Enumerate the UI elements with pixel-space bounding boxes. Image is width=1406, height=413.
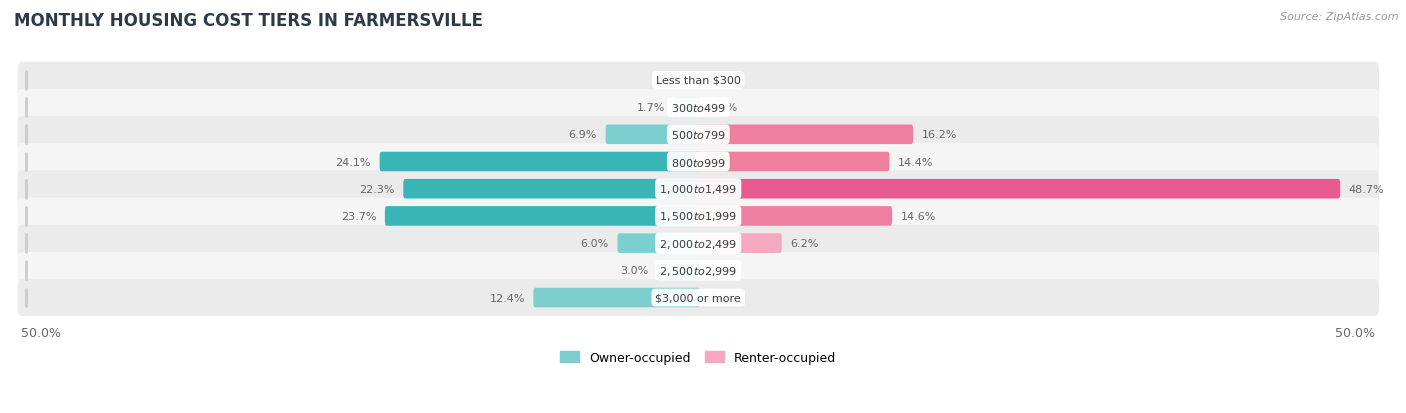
Legend: Owner-occupied, Renter-occupied: Owner-occupied, Renter-occupied <box>560 351 837 364</box>
Text: 14.6%: 14.6% <box>901 211 936 221</box>
Text: Less than $300: Less than $300 <box>655 76 741 85</box>
Text: 22.3%: 22.3% <box>360 184 395 194</box>
Text: 23.7%: 23.7% <box>340 211 377 221</box>
FancyBboxPatch shape <box>696 152 890 172</box>
FancyBboxPatch shape <box>657 261 700 280</box>
FancyBboxPatch shape <box>673 98 700 118</box>
Text: 6.0%: 6.0% <box>581 239 609 249</box>
FancyBboxPatch shape <box>380 152 700 172</box>
FancyBboxPatch shape <box>18 171 1379 208</box>
FancyBboxPatch shape <box>18 116 1379 153</box>
Text: $800 to $999: $800 to $999 <box>671 156 725 168</box>
Text: 6.9%: 6.9% <box>569 130 598 140</box>
Text: $3,000 or more: $3,000 or more <box>655 293 741 303</box>
Text: 0.0%: 0.0% <box>709 103 737 113</box>
FancyBboxPatch shape <box>696 234 782 253</box>
Text: $500 to $799: $500 to $799 <box>671 129 725 141</box>
FancyBboxPatch shape <box>18 280 1379 316</box>
Text: 12.4%: 12.4% <box>489 293 524 303</box>
Text: Source: ZipAtlas.com: Source: ZipAtlas.com <box>1281 12 1399 22</box>
FancyBboxPatch shape <box>696 206 891 226</box>
Text: $300 to $499: $300 to $499 <box>671 102 725 114</box>
Text: $2,500 to $2,999: $2,500 to $2,999 <box>659 264 738 277</box>
FancyBboxPatch shape <box>606 125 700 145</box>
FancyBboxPatch shape <box>696 180 1340 199</box>
Text: 6.2%: 6.2% <box>790 239 818 249</box>
FancyBboxPatch shape <box>18 198 1379 235</box>
Text: 0.0%: 0.0% <box>659 76 688 85</box>
FancyBboxPatch shape <box>18 225 1379 262</box>
FancyBboxPatch shape <box>617 234 700 253</box>
Text: 0.0%: 0.0% <box>709 76 737 85</box>
Text: MONTHLY HOUSING COST TIERS IN FARMERSVILLE: MONTHLY HOUSING COST TIERS IN FARMERSVIL… <box>14 12 484 30</box>
FancyBboxPatch shape <box>18 144 1379 180</box>
FancyBboxPatch shape <box>696 125 912 145</box>
FancyBboxPatch shape <box>385 206 700 226</box>
Text: 16.2%: 16.2% <box>922 130 957 140</box>
Text: 48.7%: 48.7% <box>1348 184 1385 194</box>
Text: 0.0%: 0.0% <box>709 266 737 275</box>
Text: 14.4%: 14.4% <box>898 157 934 167</box>
Text: $2,000 to $2,499: $2,000 to $2,499 <box>659 237 738 250</box>
Text: $1,500 to $1,999: $1,500 to $1,999 <box>659 210 738 223</box>
FancyBboxPatch shape <box>533 288 700 308</box>
FancyBboxPatch shape <box>404 180 700 199</box>
Text: 1.7%: 1.7% <box>637 103 665 113</box>
Text: 0.0%: 0.0% <box>709 293 737 303</box>
Text: 24.1%: 24.1% <box>336 157 371 167</box>
Text: 3.0%: 3.0% <box>620 266 648 275</box>
FancyBboxPatch shape <box>18 90 1379 126</box>
Text: $1,000 to $1,499: $1,000 to $1,499 <box>659 183 738 196</box>
FancyBboxPatch shape <box>18 62 1379 99</box>
FancyBboxPatch shape <box>18 252 1379 289</box>
